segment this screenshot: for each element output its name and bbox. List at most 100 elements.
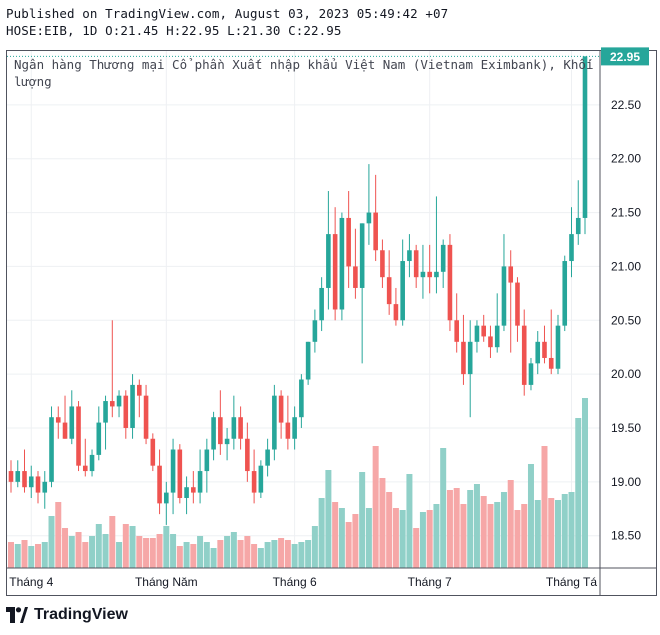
candle-body xyxy=(474,325,480,342)
symbol-ohlc-line: HOSE:EIB, 1D O:21.45 H:22.95 L:21.30 C:2… xyxy=(6,23,342,38)
candle-body xyxy=(137,384,142,396)
volume-bar xyxy=(305,540,312,568)
volume-bar xyxy=(372,446,379,568)
candle-body xyxy=(258,465,264,493)
volume-bar xyxy=(197,536,204,568)
volume-bar xyxy=(446,490,453,568)
candle-body xyxy=(407,250,412,262)
candle-body xyxy=(353,266,358,288)
y-tick-label: 22.00 xyxy=(611,152,641,166)
volume-bar xyxy=(318,498,325,568)
y-tick-label: 18.50 xyxy=(611,529,641,543)
candle-body xyxy=(366,212,372,224)
volume-bar xyxy=(203,542,210,568)
volume-bar xyxy=(14,544,21,568)
volume-bar xyxy=(433,504,440,568)
tradingview-logo-icon xyxy=(6,607,28,623)
volume-bar xyxy=(467,490,474,568)
published-line: Published on TradingView.com, August 03,… xyxy=(6,6,449,21)
volume-bar xyxy=(460,504,467,568)
candle-body xyxy=(272,395,277,450)
candle-body xyxy=(245,438,250,472)
candle-body xyxy=(103,401,108,423)
volume-bar xyxy=(311,526,318,568)
candle-body xyxy=(461,341,466,375)
y-tick-label: 22.50 xyxy=(611,98,641,112)
candle-body xyxy=(312,320,318,342)
x-tick-label: Tháng 6 xyxy=(273,575,317,589)
candlestick-chart[interactable]: 18.50 19.00 19.50 20.00 20.50 21.00 21.50 22.00… xyxy=(0,0,660,600)
candle-body xyxy=(143,395,149,439)
candle-body xyxy=(218,417,223,445)
volume-bar xyxy=(338,508,345,568)
volume-bar xyxy=(352,514,359,568)
candle-body xyxy=(89,454,95,472)
candle-body xyxy=(8,471,14,482)
tradingview-branding[interactable]: TradingView xyxy=(6,604,128,626)
candle-body xyxy=(380,250,385,278)
chart-title: Ngân hàng Thương mại Cổ phần Xuất nhập k… xyxy=(14,57,594,89)
candle-body xyxy=(447,244,453,321)
volume-bar xyxy=(82,542,89,568)
volume-bar xyxy=(224,536,231,568)
candle-body xyxy=(339,217,345,310)
volume-bar xyxy=(116,542,123,568)
candle-body xyxy=(224,438,230,445)
candle-body xyxy=(393,304,399,321)
candle-body xyxy=(238,417,243,439)
volume-bar xyxy=(527,464,534,568)
volume-bar xyxy=(251,544,258,568)
candle-body xyxy=(150,438,156,466)
volume-bar xyxy=(156,534,163,568)
volume-bar xyxy=(507,480,514,568)
volume-bar xyxy=(230,532,237,568)
candle-body xyxy=(109,401,115,407)
candle-body xyxy=(359,223,365,288)
volume-bar xyxy=(365,508,372,568)
volume-bar xyxy=(554,500,561,568)
candle-body xyxy=(319,287,324,321)
candle-body xyxy=(116,395,122,407)
y-tick-label: 21.50 xyxy=(611,206,641,220)
volume-bar xyxy=(176,546,183,568)
x-tick-label: Tháng Năm xyxy=(135,575,198,589)
volume-bar xyxy=(534,500,541,568)
candle-body xyxy=(562,261,568,326)
volume-bar xyxy=(8,542,14,568)
candle-body xyxy=(575,217,581,235)
volume-bar xyxy=(122,524,129,568)
candle-body xyxy=(569,234,574,262)
candle-body xyxy=(231,417,237,439)
volume-bar xyxy=(21,540,28,568)
candle-body xyxy=(427,271,432,278)
candle-body xyxy=(292,417,297,439)
x-tick-label: Tháng Tá xyxy=(546,575,597,589)
candle-body xyxy=(164,492,169,504)
volume-bar xyxy=(392,508,399,568)
volume-bar xyxy=(183,542,190,568)
candle-body xyxy=(265,449,270,466)
candle-body xyxy=(305,341,311,380)
volume-bar xyxy=(399,510,406,568)
candle-body xyxy=(69,406,75,439)
candle-body xyxy=(467,341,473,375)
volume-bar xyxy=(210,548,217,568)
candle-body xyxy=(400,261,405,321)
y-tick-label: 20.00 xyxy=(611,367,641,381)
volume-bar xyxy=(426,510,433,568)
volume-bar xyxy=(136,536,143,568)
volume-bar xyxy=(48,516,55,568)
volume-bar xyxy=(291,544,298,568)
candle-body xyxy=(548,357,554,369)
y-tick-label: 19.00 xyxy=(611,475,641,489)
candle-body xyxy=(197,471,203,493)
y-tick-label: 21.00 xyxy=(611,259,641,273)
candle-body xyxy=(15,471,21,482)
volume-bar xyxy=(149,538,156,568)
volume-bar xyxy=(143,538,150,568)
volume-bar xyxy=(332,502,339,568)
candle-body xyxy=(332,234,338,310)
candle-body xyxy=(488,336,493,348)
volume-bar xyxy=(62,528,69,568)
volume-bar xyxy=(440,448,447,568)
